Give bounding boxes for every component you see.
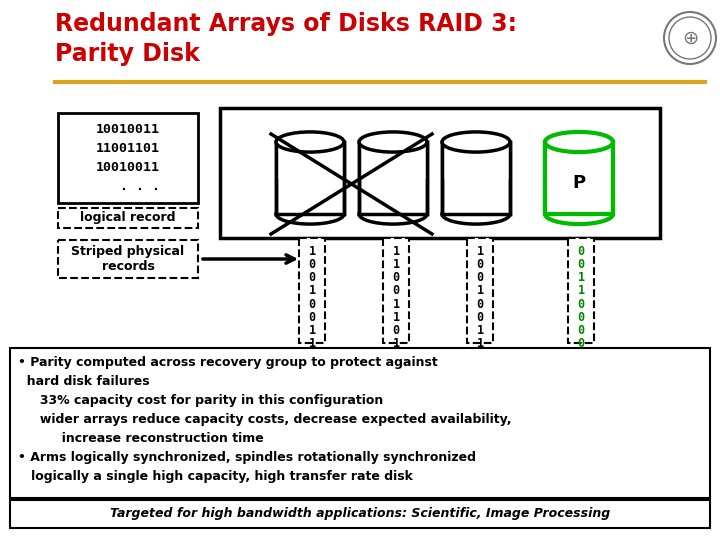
Text: 10010011: 10010011 [96, 161, 160, 174]
Bar [276, 142, 344, 214]
Text: 1: 1 [392, 310, 400, 323]
Text: 0: 0 [577, 298, 585, 310]
Bar [58, 208, 198, 228]
Bar [277, 143, 343, 179]
Text: 1: 1 [308, 324, 315, 337]
Text: 0: 0 [392, 324, 400, 337]
Text: 0: 0 [577, 245, 585, 258]
Ellipse shape [276, 132, 344, 152]
Text: • Parity computed across recovery group to protect against: • Parity computed across recovery group … [18, 356, 438, 369]
Bar [299, 238, 325, 343]
Text: 0: 0 [308, 271, 315, 284]
Text: 0: 0 [577, 258, 585, 271]
Bar [546, 144, 611, 179]
Text: 1: 1 [392, 337, 400, 350]
Text: hard disk failures: hard disk failures [18, 375, 150, 388]
Bar [220, 108, 660, 238]
Bar [360, 143, 426, 179]
Text: 1: 1 [308, 337, 315, 350]
Text: 0: 0 [477, 258, 484, 271]
Text: 0: 0 [308, 258, 315, 271]
Ellipse shape [442, 204, 510, 224]
Text: 0: 0 [392, 285, 400, 298]
Text: wider arrays reduce capacity costs, decrease expected availability,: wider arrays reduce capacity costs, decr… [18, 413, 511, 426]
Text: 10010011: 10010011 [96, 123, 160, 136]
Text: logically a single high capacity, high transfer rate disk: logically a single high capacity, high t… [18, 470, 413, 483]
Text: • Arms logically synchronized, spindles rotationally synchronized: • Arms logically synchronized, spindles … [18, 451, 476, 464]
Bar [383, 238, 409, 343]
Text: 0: 0 [308, 298, 315, 310]
Text: 0: 0 [577, 310, 585, 323]
Ellipse shape [545, 204, 613, 224]
Bar [568, 238, 594, 343]
Bar [359, 142, 427, 214]
Text: 1: 1 [477, 245, 484, 258]
Bar [545, 142, 613, 214]
Text: 11001101: 11001101 [96, 142, 160, 155]
Text: 1: 1 [477, 337, 484, 350]
Text: 0: 0 [308, 310, 315, 323]
Text: 1: 1 [392, 245, 400, 258]
Text: 0: 0 [577, 324, 585, 337]
Bar [10, 500, 710, 528]
Text: ⊕: ⊕ [682, 29, 698, 48]
Ellipse shape [359, 204, 427, 224]
Text: 0: 0 [477, 271, 484, 284]
Text: 0: 0 [477, 310, 484, 323]
Text: 33% capacity cost for parity in this configuration: 33% capacity cost for parity in this con… [18, 394, 383, 407]
Text: 1: 1 [577, 285, 585, 298]
Text: 1: 1 [477, 324, 484, 337]
Text: 1: 1 [392, 258, 400, 271]
Text: Striped physical: Striped physical [71, 245, 184, 258]
Text: 1: 1 [577, 271, 585, 284]
Ellipse shape [545, 132, 613, 152]
Text: 0: 0 [577, 337, 585, 350]
Bar [58, 113, 198, 203]
Bar [444, 143, 509, 179]
Text: 1: 1 [477, 285, 484, 298]
Ellipse shape [276, 204, 344, 224]
Bar [467, 238, 493, 343]
Text: 1: 1 [308, 285, 315, 298]
Text: . . .: . . . [96, 180, 160, 193]
Text: 1: 1 [308, 245, 315, 258]
Text: 0: 0 [477, 298, 484, 310]
Ellipse shape [359, 132, 427, 152]
Bar [442, 142, 510, 214]
Text: P: P [572, 174, 585, 192]
Text: records: records [102, 260, 154, 273]
Text: logical record: logical record [80, 212, 176, 225]
Ellipse shape [442, 132, 510, 152]
Text: Parity Disk: Parity Disk [55, 42, 200, 66]
Bar [58, 240, 198, 278]
Text: 0: 0 [392, 271, 400, 284]
Text: 1: 1 [392, 298, 400, 310]
Bar [10, 348, 710, 498]
Text: increase reconstruction time: increase reconstruction time [18, 432, 264, 445]
Text: Targeted for high bandwidth applications: Scientific, Image Processing: Targeted for high bandwidth applications… [110, 508, 610, 521]
Text: Redundant Arrays of Disks RAID 3:: Redundant Arrays of Disks RAID 3: [55, 12, 517, 36]
